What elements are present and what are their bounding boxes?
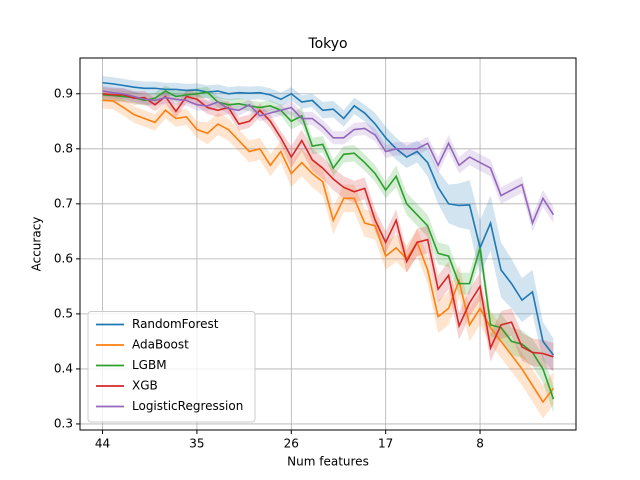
x-tick-label: 8	[476, 437, 484, 451]
legend-label: LGBM	[132, 358, 167, 372]
series-line	[102, 99, 555, 404]
series-line	[102, 90, 555, 226]
y-tick-label: 0.4	[54, 361, 73, 375]
series-line	[102, 81, 555, 356]
y-tick-label: 0.8	[54, 141, 73, 155]
y-axis-label: Accuracy	[30, 217, 44, 272]
legend-label: RandomForest	[132, 317, 219, 331]
x-tick-label: 35	[189, 437, 204, 451]
x-tick-label: 44	[95, 437, 110, 451]
legend-label: LogisticRegression	[132, 399, 243, 413]
y-tick-label: 0.6	[54, 251, 73, 265]
y-tick-label: 0.9	[54, 86, 73, 100]
std-band	[102, 92, 554, 419]
legend: RandomForest AdaBoost LGBM XGB LogisticRegre…	[87, 311, 256, 423]
legend-box	[87, 311, 256, 423]
series-line	[102, 90, 555, 400]
legend-label: XGB	[132, 379, 158, 393]
y-tick-label: 0.7	[54, 196, 73, 210]
series-line	[102, 92, 554, 358]
chart-title: Tokyo	[307, 36, 347, 52]
x-axis-label: Num features	[287, 455, 369, 469]
x-tick-label: 26	[284, 437, 299, 451]
std-band	[102, 76, 554, 372]
legend-label: AdaBoost	[132, 338, 189, 352]
x-tick-label: 17	[378, 437, 393, 451]
plot-frame	[79, 57, 577, 431]
y-tick-label: 0.5	[54, 306, 73, 320]
std-band	[102, 85, 554, 413]
y-tick-label: 0.3	[54, 416, 73, 430]
